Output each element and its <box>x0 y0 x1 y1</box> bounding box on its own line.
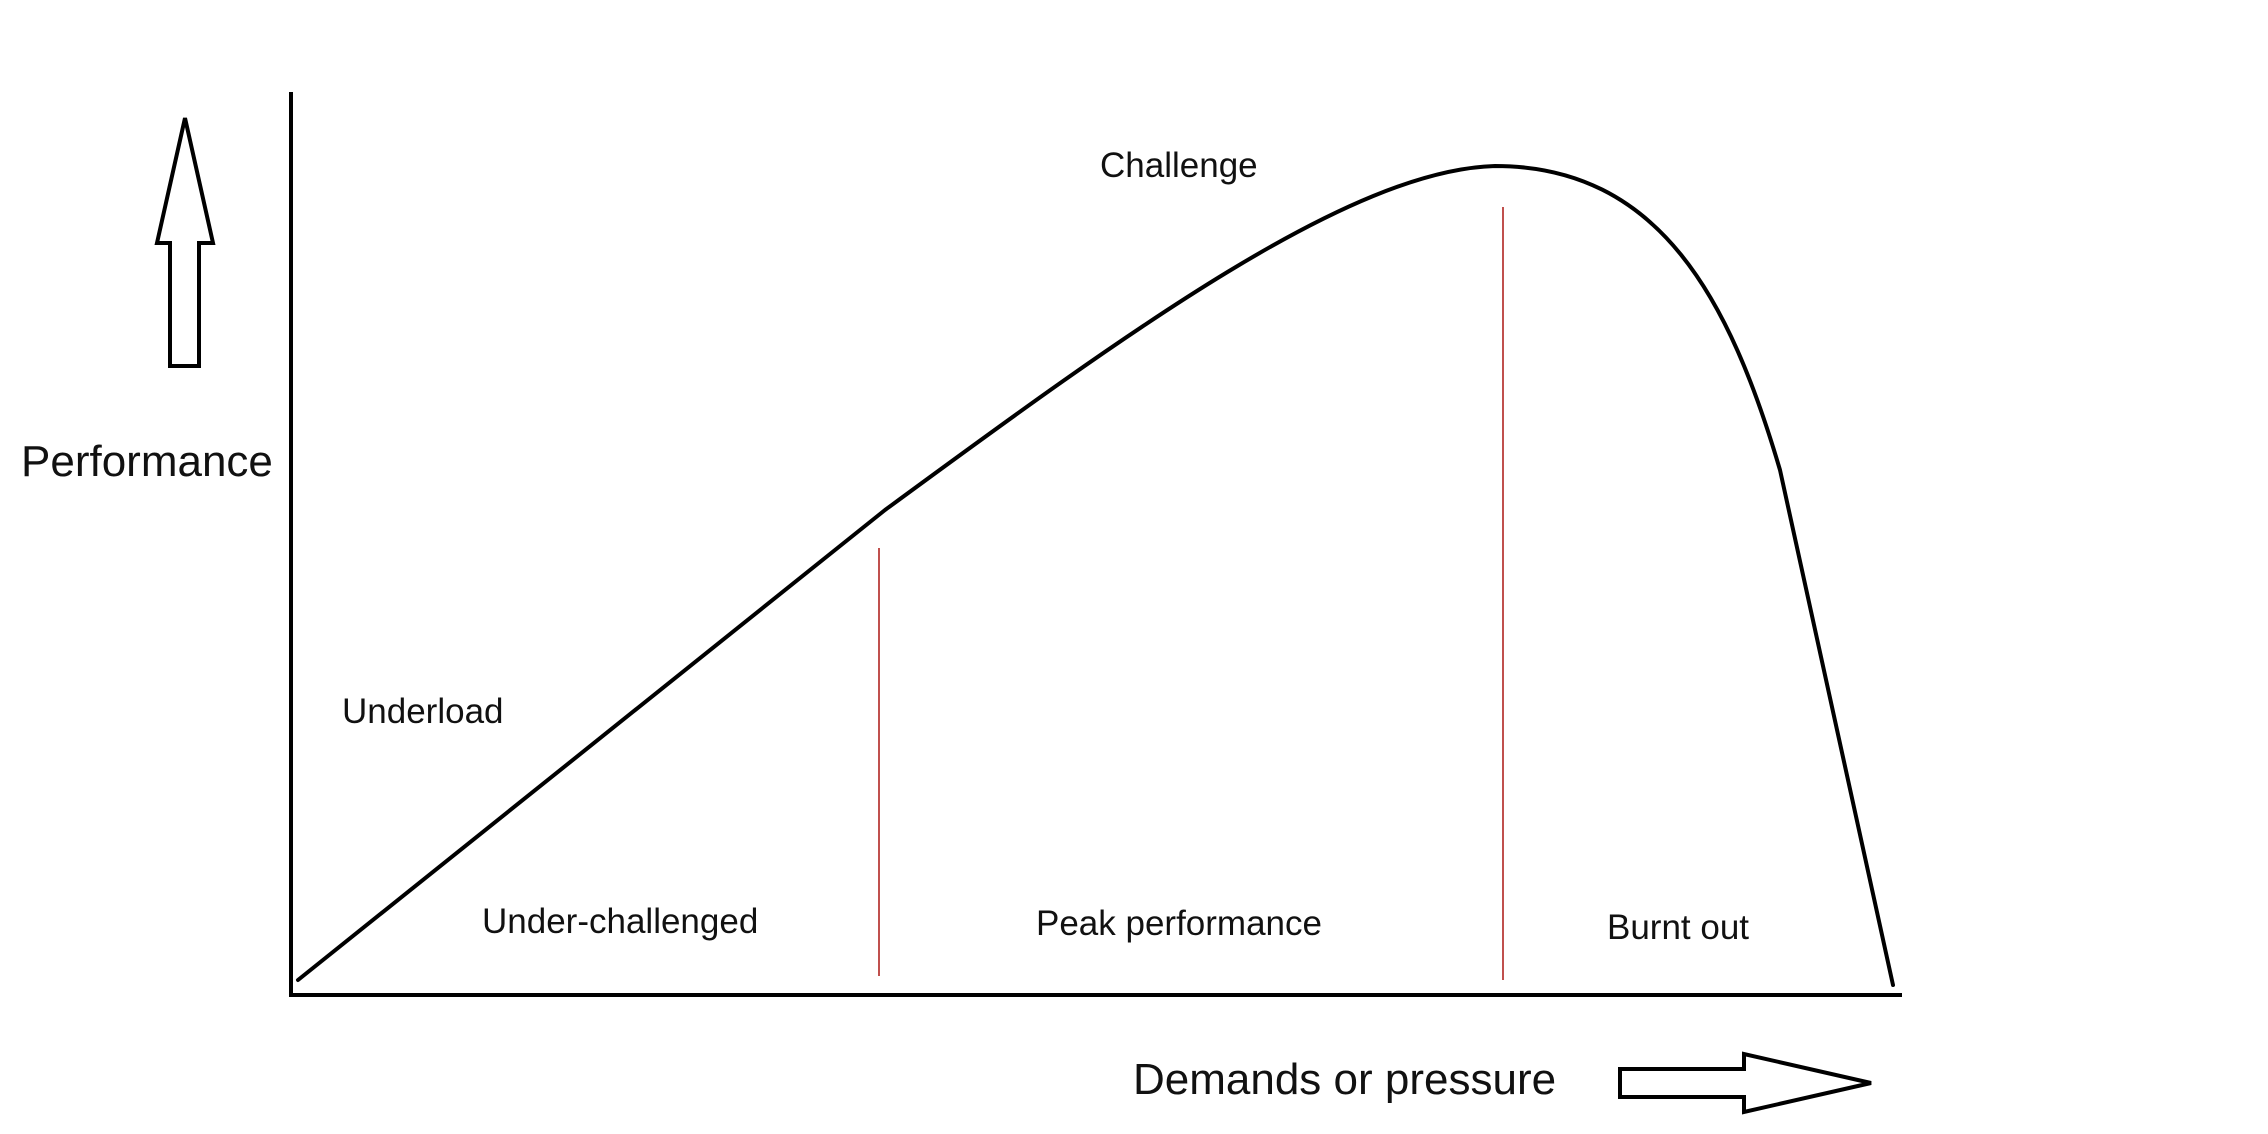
label-under-challenged: Under-challenged <box>482 902 759 941</box>
up-arrow-icon <box>154 117 216 368</box>
y-axis-label: Performance <box>21 437 273 486</box>
performance-curve <box>296 164 1895 987</box>
label-peak-performance: Peak performance <box>1036 904 1322 943</box>
label-challenge: Challenge <box>1100 146 1258 185</box>
label-underload: Underload <box>342 692 504 731</box>
label-burnt-out: Burnt out <box>1607 908 1750 947</box>
right-arrow-icon <box>1618 1051 1872 1115</box>
x-axis-label: Demands or pressure <box>1133 1055 1557 1104</box>
